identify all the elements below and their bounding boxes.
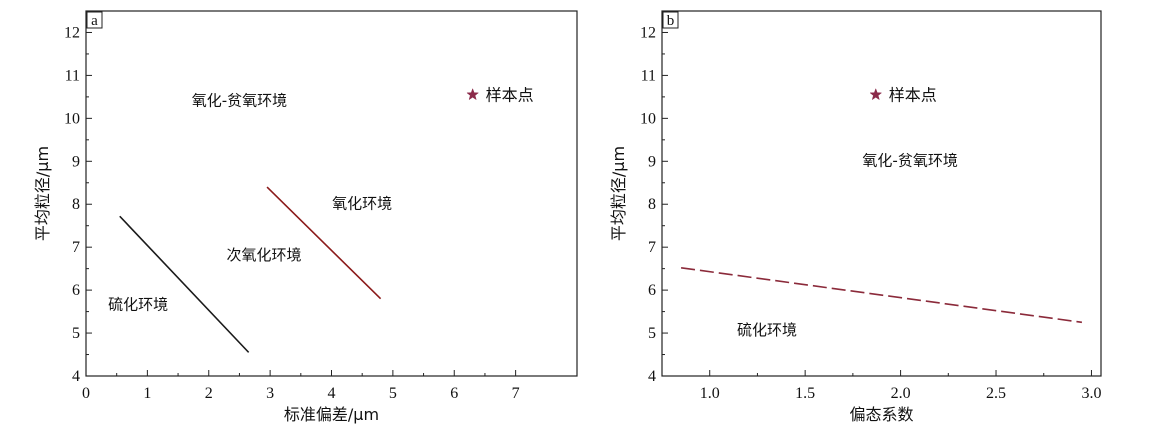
y-tick-label: 12 bbox=[64, 24, 80, 41]
region-label: 氧化-贫氧环境 bbox=[862, 152, 957, 170]
y-tick-label: 6 bbox=[648, 282, 656, 299]
y-tick-label: 12 bbox=[640, 24, 656, 41]
region-label: 硫化环境 bbox=[737, 321, 797, 339]
x-tick-label: 6 bbox=[450, 385, 458, 402]
y-axis-label: 平均粒径/μm bbox=[33, 146, 52, 241]
panel-tag-box bbox=[86, 11, 103, 29]
boundary-line bbox=[119, 215, 250, 353]
x-tick-label: 3.0 bbox=[1081, 385, 1101, 402]
boundary-line bbox=[266, 186, 382, 300]
panel-tag-label: a bbox=[91, 13, 98, 29]
x-tick-label: 3 bbox=[266, 385, 274, 402]
y-tick-label: 11 bbox=[65, 67, 80, 84]
y-tick-label: 7 bbox=[648, 239, 656, 256]
y-tick-label: 11 bbox=[641, 67, 656, 84]
panel-tag: a bbox=[86, 11, 103, 29]
x-tick-label: 1 bbox=[143, 385, 151, 402]
x-tick-label: 1.0 bbox=[700, 385, 720, 402]
boundary-dashed-line bbox=[680, 266, 1083, 324]
x-tick-label: 1.5 bbox=[795, 385, 815, 402]
sample-point-star bbox=[466, 88, 480, 101]
region-label: 次氧化环境 bbox=[226, 246, 301, 264]
panel-tag-box bbox=[662, 11, 679, 29]
x-tick-label: 2.0 bbox=[891, 385, 911, 402]
plot-frame bbox=[85, 10, 578, 377]
y-tick-label: 10 bbox=[640, 110, 656, 127]
y-tick-label: 4 bbox=[72, 368, 80, 385]
panel-tag-label: b bbox=[667, 13, 675, 29]
plot-frame bbox=[661, 10, 1102, 377]
x-tick-label: 7 bbox=[512, 385, 520, 402]
y-axis-label: 平均粒径/μm bbox=[609, 146, 628, 241]
y-tick-label: 10 bbox=[64, 110, 80, 127]
y-tick-label: 7 bbox=[72, 239, 80, 256]
sample-point-label: 样本点 bbox=[889, 86, 937, 105]
x-axis-label: 标准偏差/μm bbox=[284, 405, 379, 424]
y-tick-label: 4 bbox=[648, 368, 656, 385]
y-tick-label: 8 bbox=[72, 196, 80, 213]
panel-tag: b bbox=[662, 11, 679, 29]
region-label: 硫化环境 bbox=[108, 295, 168, 313]
region-label: 氧化-贫氧环境 bbox=[192, 91, 287, 109]
y-tick-label: 9 bbox=[72, 153, 80, 170]
y-tick-label: 5 bbox=[648, 325, 656, 342]
x-tick-label: 4 bbox=[328, 385, 336, 402]
x-tick-label: 2 bbox=[205, 385, 213, 402]
x-tick-label: 5 bbox=[389, 385, 397, 402]
y-tick-label: 8 bbox=[648, 196, 656, 213]
x-tick-label: 2.5 bbox=[986, 385, 1006, 402]
y-tick-label: 5 bbox=[72, 325, 80, 342]
y-tick-label: 9 bbox=[648, 153, 656, 170]
x-tick-label: 0 bbox=[82, 385, 90, 402]
y-tick-label: 6 bbox=[72, 282, 80, 299]
sample-point-star bbox=[869, 88, 883, 101]
region-label: 氧化环境 bbox=[332, 195, 392, 213]
x-axis-label: 偏态系数 bbox=[849, 405, 913, 424]
sample-point-label: 样本点 bbox=[486, 86, 534, 105]
chart-panel-b: b 4 5 6 7 8 9 10 11 12 1.0 1.5 2.0 2.5 3.0 偏态系数 平均粒径/μm 氧… bbox=[609, 10, 1102, 424]
